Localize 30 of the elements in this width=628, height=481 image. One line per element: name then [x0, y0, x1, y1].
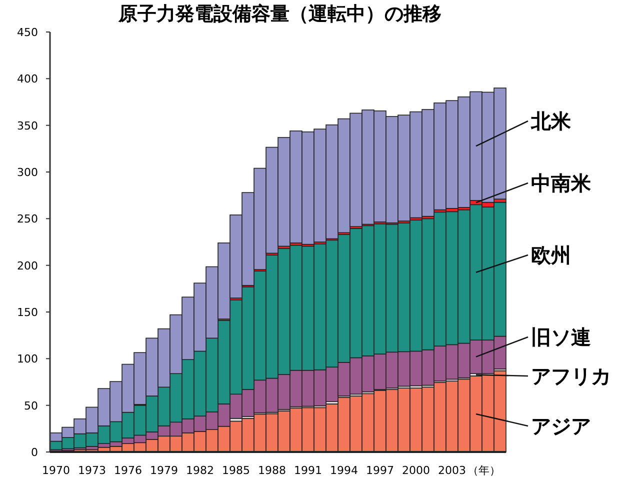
y-tick-label: 400 [17, 72, 38, 86]
x-tick-label: 1988 [258, 464, 286, 477]
x-tick-label: 1991 [294, 464, 322, 477]
x-tick-label: 1994 [330, 464, 358, 477]
y-tick-label: 100 [17, 352, 38, 366]
y-tick-label: 150 [17, 306, 38, 319]
x-tick-label: 1997 [366, 464, 394, 477]
y-tick-label: 350 [17, 119, 38, 132]
y-tick-label: 0 [31, 446, 38, 459]
x-tick-label: 2000 [402, 464, 430, 477]
series-label: 北米 [530, 109, 572, 133]
x-tick-label: 1982 [186, 464, 214, 477]
y-tick-label: 450 [17, 26, 38, 39]
x-tick-label: 1973 [78, 464, 106, 477]
x-tick-label: 1976 [114, 464, 142, 477]
series-label: 旧ソ連 [531, 325, 591, 349]
series-label: アジア [531, 414, 591, 438]
y-tick-label: 250 [17, 212, 38, 226]
y-tick-label: 200 [17, 259, 38, 272]
x-tick-label: 2003 [438, 464, 466, 477]
series-label: 欧州 [531, 243, 571, 267]
x-axis-title: （年） [468, 464, 500, 477]
series-label: アフリカ [531, 364, 611, 388]
x-tick-label: 1970 [42, 464, 70, 477]
chart-title: 原子力発電設備容量（運転中）の推移 [118, 3, 442, 25]
y-tick-label: 300 [17, 166, 38, 179]
x-tick-label: 1985 [222, 464, 250, 477]
x-tick-label: 1979 [150, 464, 178, 477]
series-label: 中南米 [531, 171, 592, 195]
y-tick-label: 50 [24, 399, 38, 412]
